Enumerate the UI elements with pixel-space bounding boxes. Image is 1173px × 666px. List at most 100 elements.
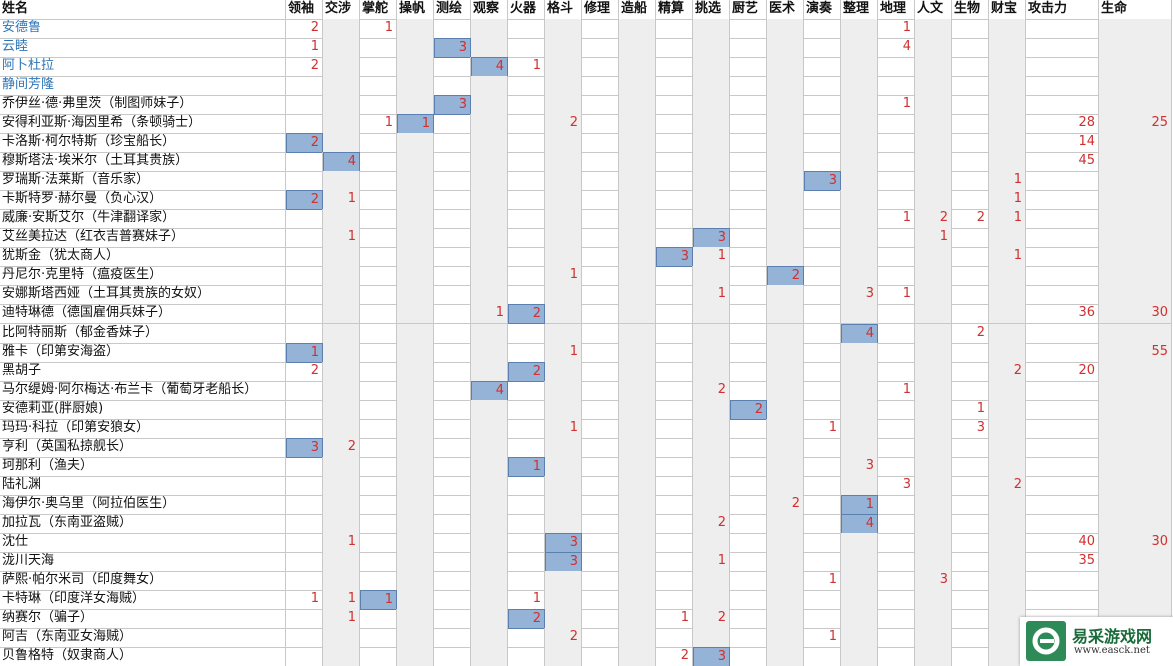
value-cell — [767, 647, 804, 666]
value-cell — [360, 570, 397, 591]
value-cell — [915, 399, 952, 420]
value-cell — [434, 532, 471, 553]
value-cell — [323, 304, 360, 325]
value-cell: 2 — [693, 513, 730, 534]
value-cell — [915, 323, 952, 344]
value-cell — [323, 266, 360, 287]
value-cell — [730, 266, 767, 287]
value-cell — [841, 57, 878, 78]
value-cell: 1 — [878, 95, 915, 116]
value-cell — [656, 152, 693, 173]
value-cell — [841, 418, 878, 439]
value-cell — [323, 38, 360, 59]
value-cell — [1026, 76, 1099, 97]
value-cell — [323, 475, 360, 496]
value-cell — [582, 608, 619, 629]
value-cell — [730, 209, 767, 230]
value-cell — [619, 570, 656, 591]
value-cell: 3 — [545, 551, 582, 572]
value-cell: 1 — [397, 114, 434, 135]
value-cell — [323, 114, 360, 135]
value-cell — [360, 95, 397, 116]
value-cell — [767, 513, 804, 534]
value-cell — [656, 437, 693, 458]
value-cell — [619, 494, 656, 515]
value-cell — [434, 589, 471, 610]
value-cell — [730, 589, 767, 610]
value-cell — [952, 285, 989, 306]
value-cell — [767, 418, 804, 439]
value-cell — [915, 627, 952, 648]
value-cell — [323, 456, 360, 477]
value-cell — [693, 171, 730, 192]
value-cell — [841, 152, 878, 173]
value-cell — [804, 190, 841, 211]
value-cell — [508, 570, 545, 591]
value-cell — [878, 399, 915, 420]
row-name: 泷川天海 — [0, 551, 286, 572]
value-cell — [841, 399, 878, 420]
value-cell — [1099, 190, 1172, 211]
value-cell — [1026, 19, 1099, 40]
value-cell — [1026, 323, 1099, 344]
value-cell — [952, 133, 989, 154]
value-cell — [878, 304, 915, 325]
value-cell — [767, 627, 804, 648]
value-cell — [693, 437, 730, 458]
value-cell — [693, 114, 730, 135]
value-cell — [730, 152, 767, 173]
value-cell — [434, 209, 471, 230]
value-cell: 2 — [286, 361, 323, 382]
value-cell — [434, 152, 471, 173]
value-cell: 2 — [989, 475, 1026, 496]
row-name: 卡斯特罗·赫尔曼（负心汉） — [0, 190, 286, 211]
value-cell — [804, 380, 841, 401]
value-cell — [878, 114, 915, 135]
value-cell — [619, 171, 656, 192]
value-cell — [878, 589, 915, 610]
value-cell — [730, 532, 767, 553]
value-cell — [286, 551, 323, 572]
value-cell — [1099, 494, 1172, 515]
value-cell: 2 — [693, 380, 730, 401]
value-cell — [619, 647, 656, 666]
value-cell — [989, 38, 1026, 59]
value-cell — [582, 323, 619, 344]
value-cell — [656, 532, 693, 553]
value-cell: 35 — [1026, 551, 1099, 572]
value-cell: 45 — [1026, 152, 1099, 173]
column-header: 火器 — [508, 0, 545, 20]
value-cell — [323, 647, 360, 666]
value-cell — [434, 171, 471, 192]
column-header: 操帆 — [397, 0, 434, 20]
value-cell — [582, 152, 619, 173]
value-cell — [397, 38, 434, 59]
value-cell — [508, 475, 545, 496]
value-cell — [693, 209, 730, 230]
value-cell — [619, 513, 656, 534]
value-cell — [508, 437, 545, 458]
column-header: 医术 — [767, 0, 804, 20]
value-cell — [1026, 380, 1099, 401]
row-name: 雅卡（印第安海盗） — [0, 342, 286, 363]
value-cell — [730, 247, 767, 268]
value-cell — [397, 285, 434, 306]
value-cell — [915, 342, 952, 363]
value-cell — [323, 209, 360, 230]
value-cell: 3 — [804, 171, 841, 192]
value-cell — [471, 171, 508, 192]
value-cell — [1099, 551, 1172, 572]
value-cell — [1026, 456, 1099, 477]
value-cell — [952, 228, 989, 249]
value-cell — [656, 38, 693, 59]
value-cell — [915, 19, 952, 40]
value-cell — [989, 57, 1026, 78]
value-cell — [804, 38, 841, 59]
value-cell: 1 — [323, 532, 360, 553]
value-cell — [693, 627, 730, 648]
value-cell — [545, 38, 582, 59]
value-cell — [1099, 570, 1172, 591]
value-cell — [434, 608, 471, 629]
value-cell — [767, 38, 804, 59]
value-cell — [360, 190, 397, 211]
